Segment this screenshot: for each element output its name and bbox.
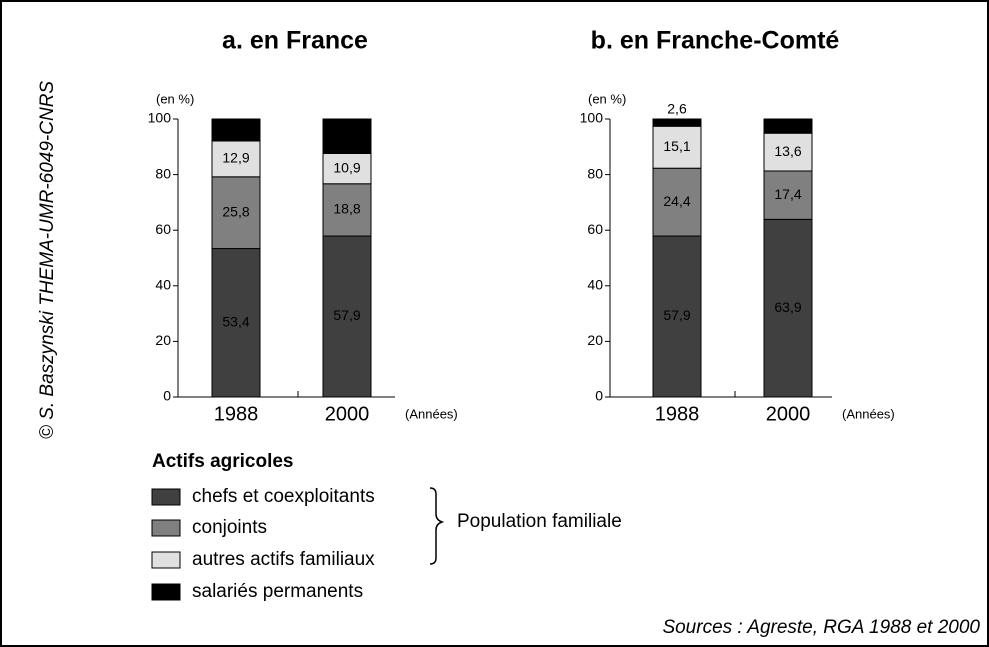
x-tick-label: 2000 [766, 403, 811, 425]
legend-label: salariés permanents [192, 581, 363, 602]
value-label: 18,8 [333, 201, 360, 217]
y-tick-label: 100 [580, 110, 604, 126]
y-tick-label: 40 [587, 277, 603, 293]
chart-title: b. en Franche-Comté [591, 27, 840, 55]
legend-group-label: Population familiale [457, 511, 622, 532]
chart-title: a. en France [222, 27, 368, 55]
value-label: 12,9 [222, 150, 249, 166]
bar-segment [652, 167, 702, 237]
y-axis-label: (en %) [588, 91, 626, 106]
y-tick-label: 60 [155, 221, 171, 237]
bar-segment [211, 118, 261, 142]
bar-segment [763, 170, 813, 220]
brace [429, 487, 445, 565]
value-label: 57,9 [663, 307, 690, 323]
legend-swatch [151, 519, 181, 537]
x-axis-label: (Années) [842, 406, 895, 421]
value-label: 10,9 [333, 159, 360, 175]
y-tick-label: 80 [155, 165, 171, 181]
y-tick-label: 0 [595, 388, 603, 404]
legend-swatch [151, 551, 181, 569]
y-tick-label: 100 [148, 110, 172, 126]
bar-segment [211, 176, 261, 250]
bar-segment [763, 118, 813, 134]
bar-segment [322, 118, 372, 154]
bar-segment [211, 140, 261, 178]
x-tick-label: 1988 [655, 403, 700, 425]
legend-label: autres actifs familiaux [192, 549, 375, 570]
legend-swatch [151, 488, 181, 506]
value-label: 17,4 [774, 186, 801, 202]
bar-segment [652, 118, 702, 127]
value-label: 12,4 [333, 127, 360, 143]
value-label: 25,8 [222, 203, 249, 219]
value-label: 13,6 [774, 143, 801, 159]
bar-segment [322, 183, 372, 237]
y-tick-label: 60 [587, 221, 603, 237]
y-tick-label: 40 [155, 277, 171, 293]
legend-swatch [151, 583, 181, 601]
credit: © S. Baszynski THEMA-UMR-6049-CNRS [37, 81, 58, 439]
y-tick-label: 20 [587, 332, 603, 348]
y-tick-label: 20 [155, 332, 171, 348]
value-label: 24,4 [663, 193, 690, 209]
value-label: 2,6 [667, 101, 687, 117]
bar-segment [322, 152, 372, 185]
y-tick-label: 80 [587, 165, 603, 181]
bar-segment [322, 235, 372, 398]
x-axis-label: (Années) [405, 406, 458, 421]
legend-label: chefs et coexploitants [192, 486, 375, 507]
bar-segment [763, 218, 813, 398]
x-tick-label: 1988 [214, 403, 259, 425]
value-label: 5,1 [778, 117, 798, 133]
value-label: 63,9 [774, 299, 801, 315]
bar-segment [763, 132, 813, 172]
x-tick-label: 2000 [325, 403, 370, 425]
value-label: 15,1 [663, 138, 690, 154]
value-label: 57,9 [333, 307, 360, 323]
legend-label: conjoints [192, 517, 267, 538]
source: Sources : Agreste, RGA 1988 et 2000 [662, 617, 980, 638]
y-axis-label: (en %) [156, 91, 194, 106]
legend-title: Actifs agricoles [152, 451, 294, 472]
value-label: 53,4 [222, 313, 249, 329]
value-label: 7,9 [226, 121, 246, 137]
y-tick-label: 0 [163, 388, 171, 404]
